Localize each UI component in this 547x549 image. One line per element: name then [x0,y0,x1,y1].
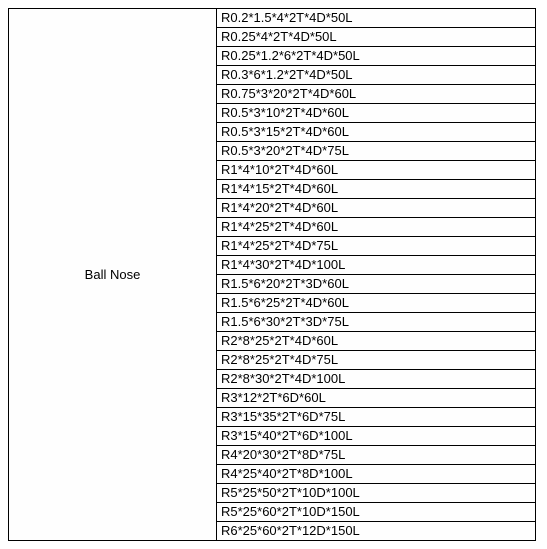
spec-value: R2*8*30*2T*4D*100L [221,371,345,386]
spec-row: R0.5*3*20*2T*4D*75L [217,142,535,161]
spec-value: R4*20*30*2T*8D*75L [221,447,345,462]
spec-value: R2*8*25*2T*4D*60L [221,333,338,348]
spec-row: R2*8*25*2T*4D*60L [217,332,535,351]
spec-value: R1*4*20*2T*4D*60L [221,200,338,215]
spec-value: R0.2*1.5*4*2T*4D*50L [221,10,353,25]
spec-row: R1*4*25*2T*4D*60L [217,218,535,237]
spec-row: R4*25*40*2T*8D*100L [217,465,535,484]
spec-value: R3*15*35*2T*6D*75L [221,409,345,424]
spec-row: R1*4*30*2T*4D*100L [217,256,535,275]
spec-value: R0.25*1.2*6*2T*4D*50L [221,48,360,63]
spec-row: R1.5*6*20*2T*3D*60L [217,275,535,294]
spec-row: R1.5*6*25*2T*4D*60L [217,294,535,313]
spec-row: R3*12*2T*6D*60L [217,389,535,408]
spec-row: R3*15*40*2T*6D*100L [217,427,535,446]
spec-value: R5*25*50*2T*10D*100L [221,485,360,500]
spec-row: R5*25*60*2T*10D*150L [217,503,535,522]
spec-row: R5*25*50*2T*10D*100L [217,484,535,503]
category-label: Ball Nose [85,267,141,282]
spec-row: R2*8*30*2T*4D*100L [217,370,535,389]
spec-value: R1*4*25*2T*4D*60L [221,219,338,234]
spec-value: R0.5*3*20*2T*4D*75L [221,143,349,158]
spec-row: R2*8*25*2T*4D*75L [217,351,535,370]
spec-value: R1*4*30*2T*4D*100L [221,257,345,272]
spec-row: R0.2*1.5*4*2T*4D*50L [217,9,535,28]
spec-row: R1.5*6*30*2T*3D*75L [217,313,535,332]
spec-value: R1.5*6*25*2T*4D*60L [221,295,349,310]
spec-row: R1*4*10*2T*4D*60L [217,161,535,180]
spec-value: R1*4*15*2T*4D*60L [221,181,338,196]
spec-table: Ball Nose R0.2*1.5*4*2T*4D*50L R0.25*4*2T… [8,8,536,541]
spec-value: R2*8*25*2T*4D*75L [221,352,338,367]
spec-row: R6*25*60*2T*12D*150L [217,522,535,540]
spec-row: R3*15*35*2T*6D*75L [217,408,535,427]
spec-row: R0.3*6*1.2*2T*4D*50L [217,66,535,85]
spec-row: R0.25*4*2T*4D*50L [217,28,535,47]
spec-row: R4*20*30*2T*8D*75L [217,446,535,465]
spec-value: R1.5*6*20*2T*3D*60L [221,276,349,291]
spec-value: R5*25*60*2T*10D*150L [221,504,360,519]
spec-value: R3*12*2T*6D*60L [221,390,326,405]
spec-row: R1*4*20*2T*4D*60L [217,199,535,218]
category-cell: Ball Nose [9,9,217,540]
spec-row: R0.75*3*20*2T*4D*60L [217,85,535,104]
spec-value: R3*15*40*2T*6D*100L [221,428,353,443]
spec-value: R1*4*25*2T*4D*75L [221,238,338,253]
spec-value: R0.25*4*2T*4D*50L [221,29,337,44]
spec-row: R0.25*1.2*6*2T*4D*50L [217,47,535,66]
spec-value: R6*25*60*2T*12D*150L [221,523,360,538]
spec-value: R1*4*10*2T*4D*60L [221,162,338,177]
spec-value: R0.3*6*1.2*2T*4D*50L [221,67,353,82]
spec-row: R0.5*3*10*2T*4D*60L [217,104,535,123]
spec-value: R4*25*40*2T*8D*100L [221,466,353,481]
spec-value: R1.5*6*30*2T*3D*75L [221,314,349,329]
spec-value: R0.5*3*15*2T*4D*60L [221,124,349,139]
spec-row: R0.5*3*15*2T*4D*60L [217,123,535,142]
spec-value: R0.5*3*10*2T*4D*60L [221,105,349,120]
spec-row: R1*4*25*2T*4D*75L [217,237,535,256]
spec-row: R1*4*15*2T*4D*60L [217,180,535,199]
spec-value: R0.75*3*20*2T*4D*60L [221,86,356,101]
specs-column: R0.2*1.5*4*2T*4D*50L R0.25*4*2T*4D*50L R0.… [217,9,535,540]
